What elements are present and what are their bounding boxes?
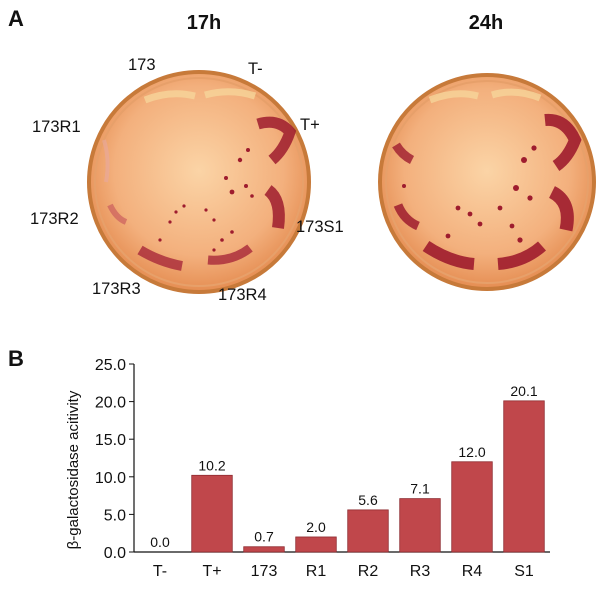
plate-label-173r1: 173R1 bbox=[32, 118, 81, 136]
x-tick-label: R2 bbox=[358, 563, 379, 580]
bar-value-label: 10.2 bbox=[198, 457, 225, 473]
y-tick-label: 20.0 bbox=[95, 395, 126, 412]
plate-label-173s1: 173S1 bbox=[296, 218, 344, 236]
bar-chart: β-galactosidase acitivity 0.0 5.0 10.0 15.0… bbox=[65, 357, 550, 580]
bar-value-label: 20.1 bbox=[510, 383, 537, 399]
bar-value-label: 5.6 bbox=[358, 492, 378, 508]
time-label-24h: 24h bbox=[468, 12, 504, 34]
bar-R2 bbox=[347, 509, 389, 553]
time-label-17h: 17h bbox=[186, 12, 222, 34]
y-tick-label: 0.0 bbox=[104, 545, 126, 562]
petri-dishes bbox=[87, 70, 596, 294]
y-tick-label: 25.0 bbox=[95, 357, 126, 374]
bar-value-label: 12.0 bbox=[458, 444, 485, 460]
bar-T+ bbox=[191, 474, 233, 553]
bar-S1 bbox=[503, 400, 545, 553]
plate-label-173r2: 173R2 bbox=[30, 210, 79, 228]
x-tick-label: R4 bbox=[462, 563, 483, 580]
panel-b-letter: B bbox=[8, 346, 24, 371]
plate-label-t-plus: T+ bbox=[300, 116, 320, 134]
plate-label-173r3: 173R3 bbox=[92, 280, 141, 298]
y-tick-label: 5.0 bbox=[104, 507, 126, 524]
bar-R1 bbox=[295, 536, 337, 553]
y-tick-label: 15.0 bbox=[95, 432, 126, 449]
plate-17h bbox=[87, 70, 311, 294]
bar-R3 bbox=[399, 498, 441, 553]
x-tick-label: R1 bbox=[306, 563, 327, 580]
bar-value-label: 2.0 bbox=[306, 519, 326, 535]
plate-24h bbox=[378, 73, 596, 291]
plate-label-173: 173 bbox=[128, 56, 156, 74]
x-tick-label: 173 bbox=[251, 563, 278, 580]
bar-value-label: 0.0 bbox=[150, 534, 170, 550]
y-tick-label: 10.0 bbox=[95, 470, 126, 487]
x-tick-label: S1 bbox=[514, 563, 534, 580]
x-tick-label: R3 bbox=[410, 563, 431, 580]
x-tick-label: T+ bbox=[202, 563, 221, 580]
bar-value-label: 7.1 bbox=[410, 481, 430, 497]
y-axis-label: β-galactosidase acitivity bbox=[65, 390, 82, 549]
plate-label-t-minus: T- bbox=[248, 60, 263, 78]
panel-a-letter: A bbox=[8, 6, 24, 31]
bar-value-label: 0.7 bbox=[254, 529, 274, 545]
bar-R4 bbox=[451, 461, 493, 553]
x-tick-label: T- bbox=[153, 563, 167, 580]
plate-label-173r4: 173R4 bbox=[218, 286, 267, 304]
bar-173 bbox=[243, 546, 285, 553]
